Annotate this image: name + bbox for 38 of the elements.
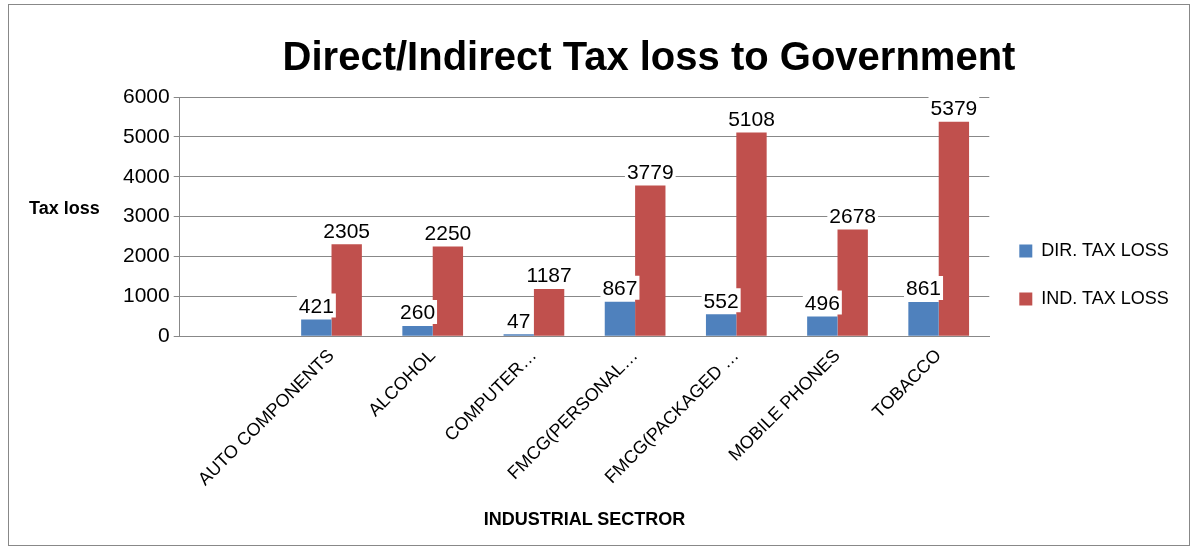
y-tick-label: 6000 [123, 83, 170, 107]
data-label: 861 [906, 276, 942, 300]
y-tick-label: 4000 [123, 163, 170, 187]
bar [533, 288, 565, 336]
y-axis-title: Tax loss [29, 197, 100, 218]
bar [705, 314, 737, 336]
data-label: 867 [602, 275, 638, 299]
data-label: 5108 [728, 106, 775, 130]
data-label: 2678 [829, 203, 877, 227]
bar [301, 319, 332, 336]
bar [604, 301, 636, 336]
data-label: 552 [703, 288, 739, 312]
y-tick-label: 0 [158, 323, 170, 347]
data-label: 421 [298, 293, 334, 317]
bar [402, 325, 433, 336]
data-label: 5379 [930, 96, 978, 120]
legend-label: IND. TAX LOSS [1041, 287, 1169, 308]
data-label: 2250 [424, 220, 472, 244]
bar [837, 229, 868, 336]
data-label: 1187 [526, 263, 572, 287]
y-tick-label: 5000 [123, 123, 170, 147]
bar [635, 185, 666, 336]
y-tick-label: 1000 [123, 283, 170, 307]
bar [331, 244, 362, 336]
data-label: 47 [507, 308, 531, 332]
data-label: 3779 [626, 159, 674, 183]
x-axis-title: INDUSTRIAL SECTROR [483, 509, 686, 530]
bar [938, 121, 970, 336]
data-label: 260 [400, 300, 436, 324]
legend-label: DIR. TAX LOSS [1041, 239, 1169, 260]
y-tick-label: 2000 [123, 243, 170, 267]
data-label: 496 [804, 290, 840, 314]
bar [807, 316, 838, 336]
y-tick-label: 3000 [123, 203, 170, 227]
bar [736, 132, 767, 336]
chart-title: Direct/Indirect Tax loss to Government [282, 34, 1016, 79]
bar [908, 301, 939, 336]
data-label: 2305 [323, 218, 371, 242]
